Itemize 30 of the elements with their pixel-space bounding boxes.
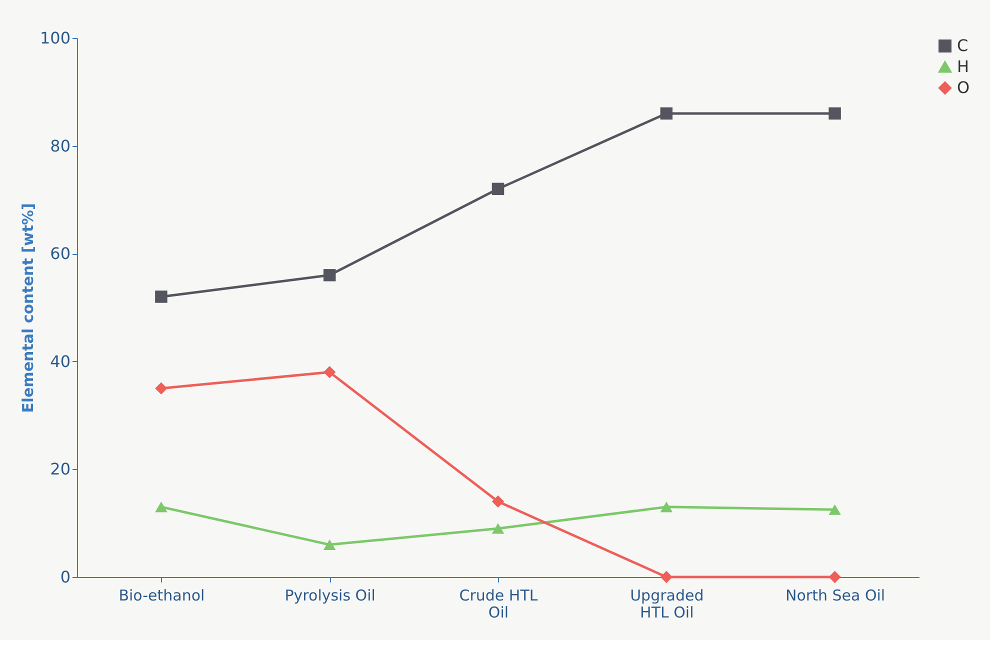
x-tick-label: Pyrolysis Oil [284, 586, 376, 604]
legend-label: C [957, 36, 968, 55]
point [155, 290, 168, 303]
y-tick-label: 60 [50, 244, 70, 264]
point [155, 382, 168, 394]
legend-label: H [957, 57, 970, 76]
y-tick-label: 0 [60, 568, 70, 586]
point [828, 107, 841, 120]
point [155, 502, 168, 512]
point [492, 523, 504, 534]
y-tick-label: 100 [40, 28, 70, 48]
point [323, 539, 336, 550]
x-tick-label: Bio-ethanol [118, 586, 205, 604]
y-tick-label: 40 [50, 352, 70, 371]
point [660, 570, 673, 584]
y-tick-label: 20 [50, 460, 70, 479]
point [660, 107, 673, 120]
point [492, 182, 504, 196]
point [323, 366, 336, 378]
x-tick-label: North Sea Oil [786, 586, 886, 604]
point [323, 269, 336, 282]
point [660, 502, 673, 512]
y-axis-title: Elemental content [wt%] [18, 203, 37, 413]
point [828, 504, 841, 515]
y-tick-label: 80 [50, 136, 70, 156]
point [492, 495, 504, 508]
x-tick-label: Crude HTL Oil [459, 586, 538, 622]
x-tick-label: Upgraded HTL Oil [630, 586, 704, 622]
legend-label: O [957, 78, 970, 97]
point [828, 570, 841, 584]
